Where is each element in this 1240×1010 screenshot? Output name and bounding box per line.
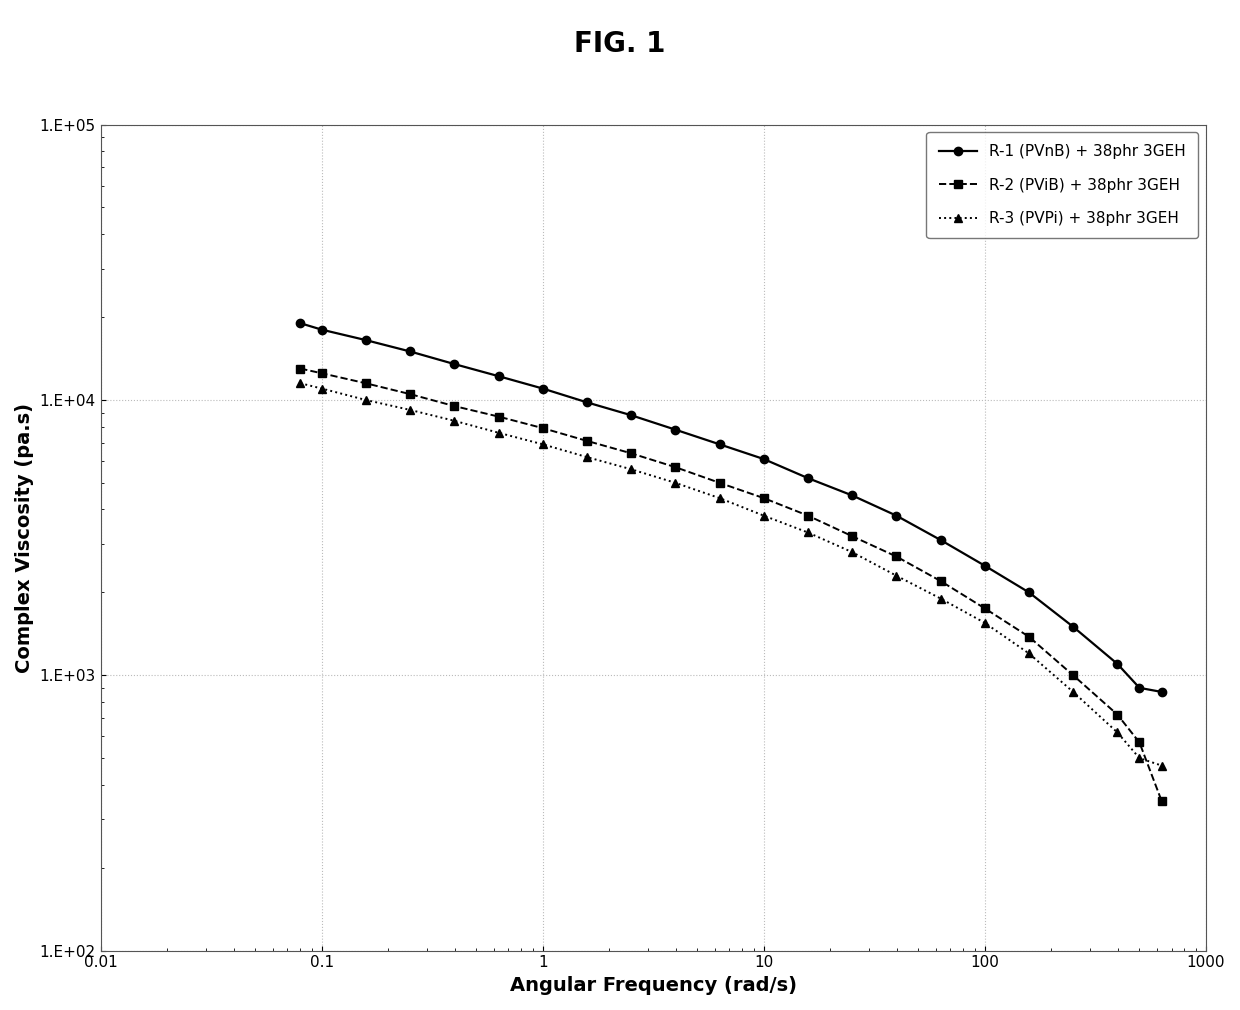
R-1 (PVnB) + 38phr 3GEH bbox=[889, 510, 904, 522]
R-3 (PVPi) + 38phr 3GEH bbox=[1132, 752, 1147, 765]
R-1 (PVnB) + 38phr 3GEH bbox=[293, 317, 308, 329]
R-1 (PVnB) + 38phr 3GEH bbox=[314, 323, 329, 335]
R-3 (PVPi) + 38phr 3GEH bbox=[446, 415, 461, 427]
R-3 (PVPi) + 38phr 3GEH bbox=[1022, 647, 1037, 660]
R-3 (PVPi) + 38phr 3GEH bbox=[1065, 686, 1080, 698]
R-2 (PViB) + 38phr 3GEH bbox=[756, 492, 771, 504]
R-2 (PViB) + 38phr 3GEH bbox=[491, 410, 506, 422]
R-2 (PViB) + 38phr 3GEH bbox=[446, 400, 461, 412]
R-3 (PVPi) + 38phr 3GEH bbox=[889, 570, 904, 582]
R-2 (PViB) + 38phr 3GEH bbox=[624, 447, 639, 460]
Text: FIG. 1: FIG. 1 bbox=[574, 30, 666, 59]
R-3 (PVPi) + 38phr 3GEH bbox=[624, 464, 639, 476]
R-3 (PVPi) + 38phr 3GEH bbox=[358, 394, 373, 406]
R-3 (PVPi) + 38phr 3GEH bbox=[293, 377, 308, 389]
R-1 (PVnB) + 38phr 3GEH bbox=[491, 370, 506, 382]
R-2 (PViB) + 38phr 3GEH bbox=[932, 575, 947, 587]
R-2 (PViB) + 38phr 3GEH bbox=[1022, 630, 1037, 642]
R-2 (PViB) + 38phr 3GEH bbox=[801, 510, 816, 522]
R-3 (PVPi) + 38phr 3GEH bbox=[932, 593, 947, 605]
R-2 (PViB) + 38phr 3GEH bbox=[579, 435, 594, 447]
R-2 (PViB) + 38phr 3GEH bbox=[977, 602, 992, 614]
R-1 (PVnB) + 38phr 3GEH bbox=[358, 334, 373, 346]
R-2 (PViB) + 38phr 3GEH bbox=[1110, 708, 1125, 720]
R-3 (PVPi) + 38phr 3GEH bbox=[579, 451, 594, 464]
R-1 (PVnB) + 38phr 3GEH bbox=[1132, 682, 1147, 694]
R-1 (PVnB) + 38phr 3GEH bbox=[712, 438, 727, 450]
R-2 (PViB) + 38phr 3GEH bbox=[314, 368, 329, 380]
R-2 (PViB) + 38phr 3GEH bbox=[1132, 736, 1147, 748]
R-1 (PVnB) + 38phr 3GEH bbox=[536, 383, 551, 395]
R-2 (PViB) + 38phr 3GEH bbox=[1154, 795, 1169, 807]
R-3 (PVPi) + 38phr 3GEH bbox=[844, 546, 859, 559]
R-1 (PVnB) + 38phr 3GEH bbox=[1110, 658, 1125, 670]
R-2 (PViB) + 38phr 3GEH bbox=[844, 530, 859, 542]
Line: R-3 (PVPi) + 38phr 3GEH: R-3 (PVPi) + 38phr 3GEH bbox=[296, 379, 1166, 770]
R-3 (PVPi) + 38phr 3GEH bbox=[1154, 760, 1169, 772]
R-3 (PVPi) + 38phr 3GEH bbox=[977, 617, 992, 629]
Y-axis label: Complex Viscosity (pa.s): Complex Viscosity (pa.s) bbox=[15, 403, 33, 673]
R-2 (PViB) + 38phr 3GEH bbox=[668, 462, 683, 474]
R-2 (PViB) + 38phr 3GEH bbox=[712, 477, 727, 489]
R-1 (PVnB) + 38phr 3GEH bbox=[977, 560, 992, 572]
R-1 (PVnB) + 38phr 3GEH bbox=[624, 409, 639, 421]
R-1 (PVnB) + 38phr 3GEH bbox=[1154, 686, 1169, 698]
R-3 (PVPi) + 38phr 3GEH bbox=[668, 477, 683, 489]
Line: R-1 (PVnB) + 38phr 3GEH: R-1 (PVnB) + 38phr 3GEH bbox=[296, 319, 1166, 696]
R-3 (PVPi) + 38phr 3GEH bbox=[1110, 726, 1125, 738]
R-2 (PViB) + 38phr 3GEH bbox=[536, 422, 551, 434]
R-2 (PViB) + 38phr 3GEH bbox=[1065, 670, 1080, 682]
R-1 (PVnB) + 38phr 3GEH bbox=[668, 423, 683, 435]
R-3 (PVPi) + 38phr 3GEH bbox=[801, 526, 816, 538]
R-1 (PVnB) + 38phr 3GEH bbox=[403, 345, 418, 358]
R-3 (PVPi) + 38phr 3GEH bbox=[314, 383, 329, 395]
R-1 (PVnB) + 38phr 3GEH bbox=[1065, 621, 1080, 633]
R-2 (PViB) + 38phr 3GEH bbox=[889, 550, 904, 563]
R-1 (PVnB) + 38phr 3GEH bbox=[446, 358, 461, 370]
R-2 (PViB) + 38phr 3GEH bbox=[293, 363, 308, 375]
R-1 (PVnB) + 38phr 3GEH bbox=[844, 490, 859, 502]
R-2 (PViB) + 38phr 3GEH bbox=[358, 377, 373, 389]
R-3 (PVPi) + 38phr 3GEH bbox=[491, 426, 506, 438]
Legend: R-1 (PVnB) + 38phr 3GEH, R-2 (PViB) + 38phr 3GEH, R-3 (PVPi) + 38phr 3GEH: R-1 (PVnB) + 38phr 3GEH, R-2 (PViB) + 38… bbox=[926, 132, 1198, 238]
R-3 (PVPi) + 38phr 3GEH bbox=[536, 438, 551, 450]
Line: R-2 (PViB) + 38phr 3GEH: R-2 (PViB) + 38phr 3GEH bbox=[296, 365, 1166, 805]
R-1 (PVnB) + 38phr 3GEH bbox=[801, 472, 816, 484]
X-axis label: Angular Frequency (rad/s): Angular Frequency (rad/s) bbox=[510, 976, 797, 995]
R-1 (PVnB) + 38phr 3GEH bbox=[1022, 587, 1037, 599]
R-3 (PVPi) + 38phr 3GEH bbox=[712, 492, 727, 504]
R-2 (PViB) + 38phr 3GEH bbox=[403, 388, 418, 400]
R-1 (PVnB) + 38phr 3GEH bbox=[579, 396, 594, 408]
R-1 (PVnB) + 38phr 3GEH bbox=[932, 534, 947, 546]
R-1 (PVnB) + 38phr 3GEH bbox=[756, 452, 771, 465]
R-3 (PVPi) + 38phr 3GEH bbox=[756, 510, 771, 522]
R-3 (PVPi) + 38phr 3GEH bbox=[403, 404, 418, 416]
